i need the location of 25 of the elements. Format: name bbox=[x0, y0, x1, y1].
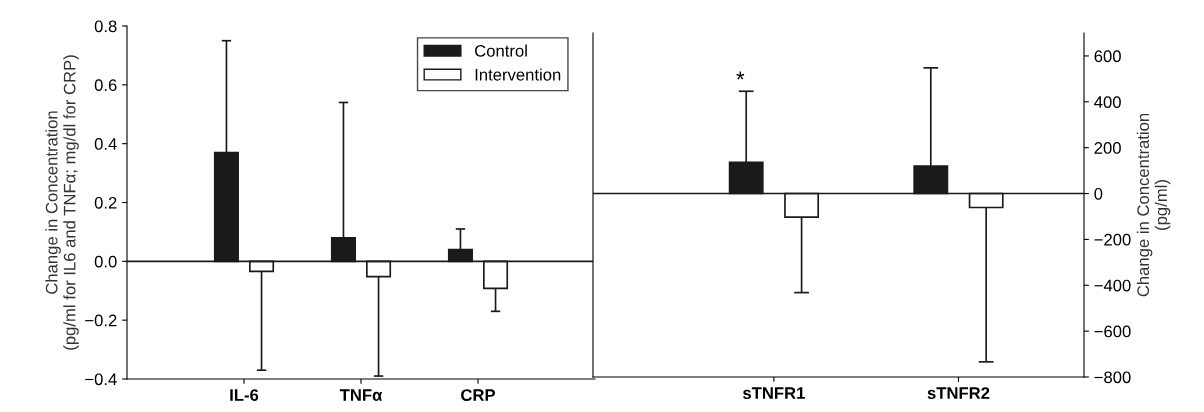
y-axis-title: Change in Concentration (pg/ml for IL6 and TNFα; mg/dl for CRP) bbox=[45, 55, 79, 350]
x-tick-label: sTNFR2 bbox=[927, 387, 990, 399]
y2-axis-title: Change in Concentration (pg/ml) bbox=[1136, 113, 1171, 297]
y-tick-label: −0.4 bbox=[85, 373, 117, 386]
y-tick-label: 0.8 bbox=[94, 20, 117, 33]
x-tick-label: sTNFR1 bbox=[743, 387, 805, 399]
y-tick-label: −0.2 bbox=[85, 314, 117, 327]
y-tick-label: 0.2 bbox=[94, 196, 117, 209]
legend-label: Intervention bbox=[475, 68, 561, 81]
y2-tick-label: −600 bbox=[1094, 325, 1131, 338]
y-tick-label: 0.4 bbox=[94, 138, 117, 150]
y2-tick-label: −200 bbox=[1094, 233, 1131, 246]
legend-label: Control bbox=[475, 44, 527, 57]
y2-tick-label: 600 bbox=[1094, 50, 1121, 63]
x-tick-label: TNFα bbox=[339, 389, 383, 401]
y2-tick-label: 400 bbox=[1094, 96, 1121, 108]
y2-tick-label: 200 bbox=[1094, 142, 1121, 154]
x-tick-label: CRP bbox=[461, 389, 496, 401]
y-tick-label: 0.6 bbox=[94, 79, 117, 92]
y2-tick-label: 0 bbox=[1094, 187, 1103, 200]
y2-tick-label: −800 bbox=[1094, 371, 1131, 384]
x-tick-label: IL-6 bbox=[230, 389, 259, 401]
y-tick-label: 0.0 bbox=[94, 255, 117, 268]
annotation: * bbox=[736, 71, 745, 80]
y2-tick-label: −400 bbox=[1094, 279, 1131, 292]
